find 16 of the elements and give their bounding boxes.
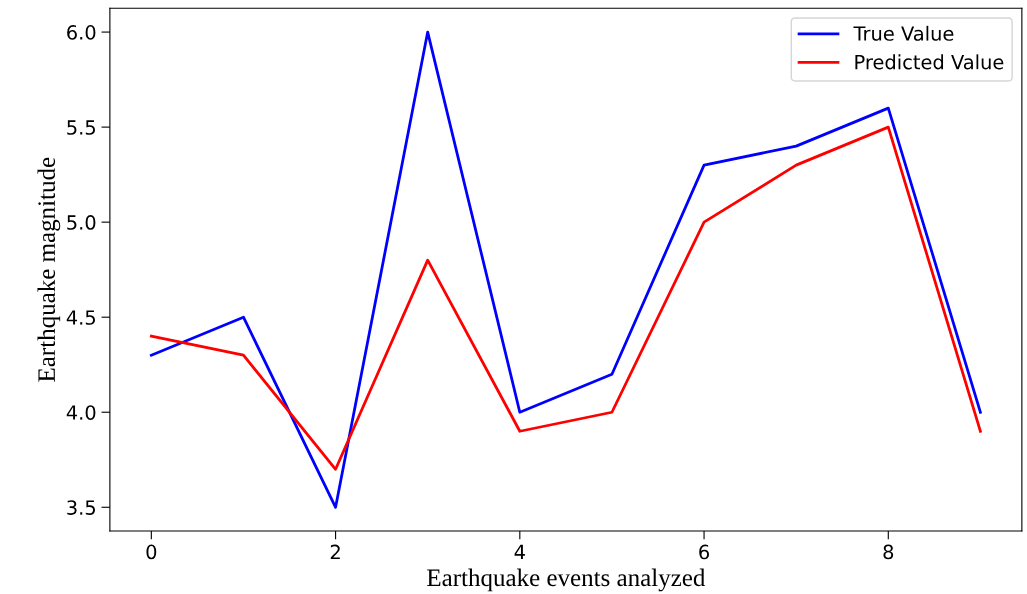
- y-tick-label: 5.0: [67, 215, 96, 230]
- x-tick-label: 6: [699, 544, 710, 560]
- y-tick-label: 6.0: [67, 25, 96, 40]
- y-tick-label: 3.5: [67, 500, 95, 515]
- y-axis-title: Earthquake magnitude: [37, 157, 61, 382]
- x-axis-title: Earthquake events analyzed: [427, 568, 706, 592]
- x-tick-label: 0: [146, 544, 157, 560]
- x-tick-label: 2: [330, 544, 340, 560]
- x-tick-label: 4: [514, 544, 525, 560]
- legend-label: True Value: [853, 25, 954, 41]
- y-tick-label: 4.5: [66, 310, 95, 325]
- y-tick-label: 5.5: [67, 120, 95, 135]
- legend-label: Predicted Value: [855, 54, 1004, 70]
- line-series: [149, 125, 982, 471]
- y-tick-label: 4.0: [66, 405, 96, 420]
- x-tick-label: 8: [883, 544, 894, 560]
